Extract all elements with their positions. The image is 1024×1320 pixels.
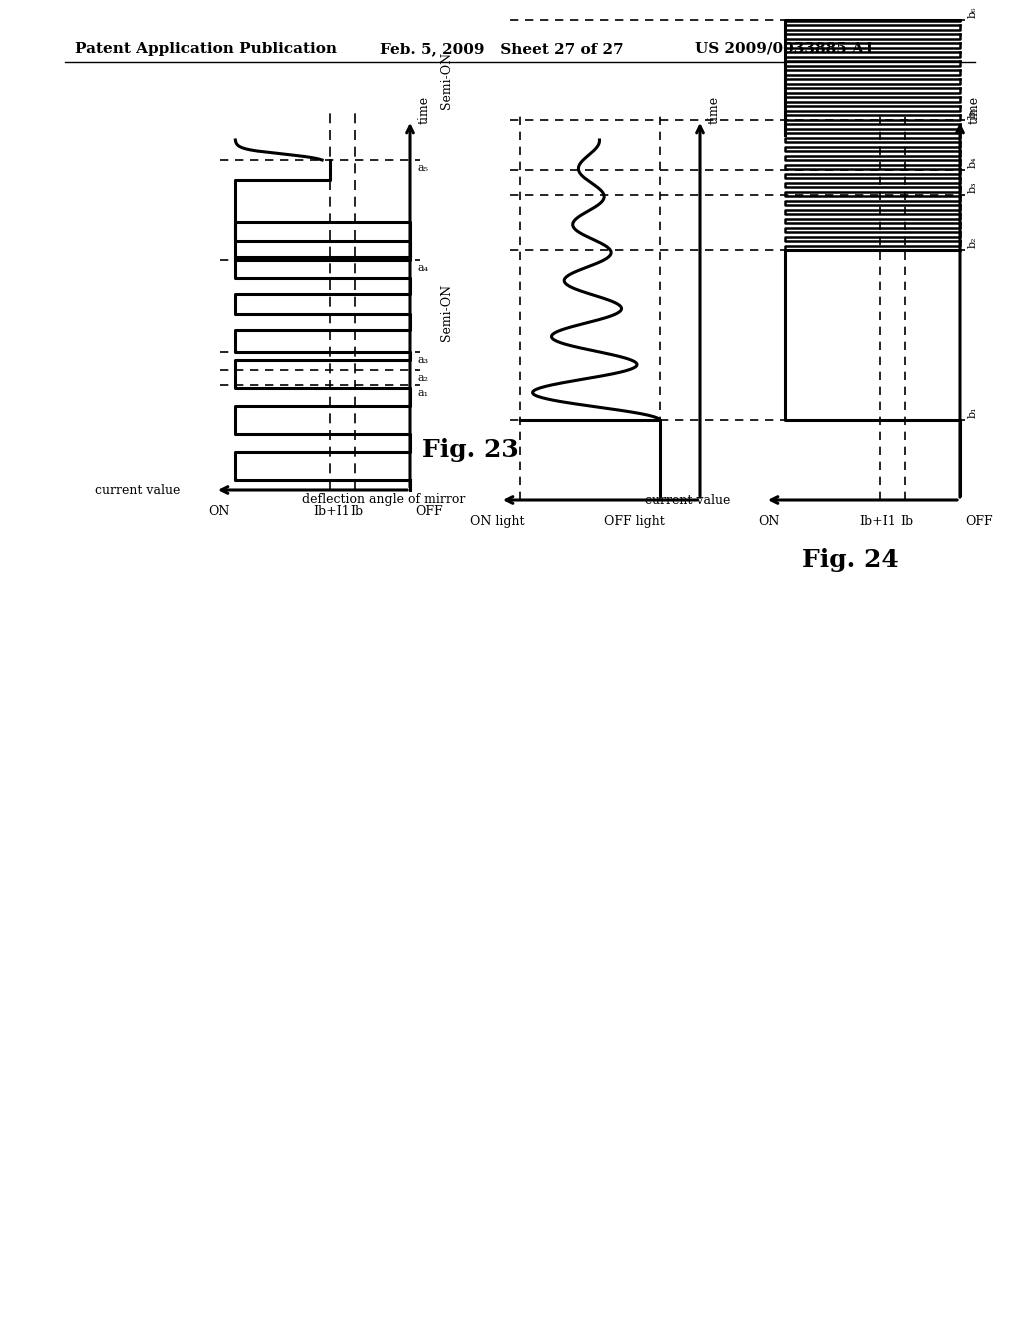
Text: ON: ON bbox=[209, 506, 230, 517]
Text: Ib: Ib bbox=[350, 506, 364, 517]
Text: Semi-ON: Semi-ON bbox=[440, 51, 453, 108]
Text: b₂: b₂ bbox=[968, 236, 978, 248]
Text: ON: ON bbox=[759, 515, 780, 528]
Text: a₁: a₁ bbox=[418, 388, 429, 399]
Text: time: time bbox=[968, 96, 981, 124]
Text: b₄: b₄ bbox=[968, 156, 978, 168]
Text: Ib+I1: Ib+I1 bbox=[859, 515, 896, 528]
Text: current value: current value bbox=[94, 483, 180, 496]
Text: OFF: OFF bbox=[415, 506, 442, 517]
Text: time: time bbox=[418, 96, 431, 124]
Text: a₄: a₄ bbox=[418, 263, 429, 273]
Text: Fig. 23: Fig. 23 bbox=[422, 438, 518, 462]
Text: b₁: b₁ bbox=[968, 407, 978, 418]
Text: a₃: a₃ bbox=[418, 355, 429, 366]
Text: b₆: b₆ bbox=[968, 7, 978, 18]
Text: ON light: ON light bbox=[470, 515, 525, 528]
Text: deflection angle of mirror: deflection angle of mirror bbox=[302, 494, 465, 507]
Text: current value: current value bbox=[645, 494, 730, 507]
Text: Feb. 5, 2009   Sheet 27 of 27: Feb. 5, 2009 Sheet 27 of 27 bbox=[380, 42, 624, 55]
Text: Patent Application Publication: Patent Application Publication bbox=[75, 42, 337, 55]
Text: b₃: b₃ bbox=[968, 181, 978, 193]
Text: a₅: a₅ bbox=[418, 162, 429, 173]
Text: Ib: Ib bbox=[900, 515, 913, 528]
Text: time: time bbox=[708, 96, 721, 124]
Text: OFF light: OFF light bbox=[604, 515, 665, 528]
Text: Fig. 24: Fig. 24 bbox=[802, 548, 898, 572]
Text: b₅: b₅ bbox=[968, 107, 978, 117]
Text: Semi-ON: Semi-ON bbox=[440, 284, 453, 341]
Text: Ib+I1: Ib+I1 bbox=[313, 506, 350, 517]
Text: US 2009/0033885 A1: US 2009/0033885 A1 bbox=[695, 42, 874, 55]
Text: a₂: a₂ bbox=[418, 374, 429, 383]
Text: OFF: OFF bbox=[965, 515, 992, 528]
